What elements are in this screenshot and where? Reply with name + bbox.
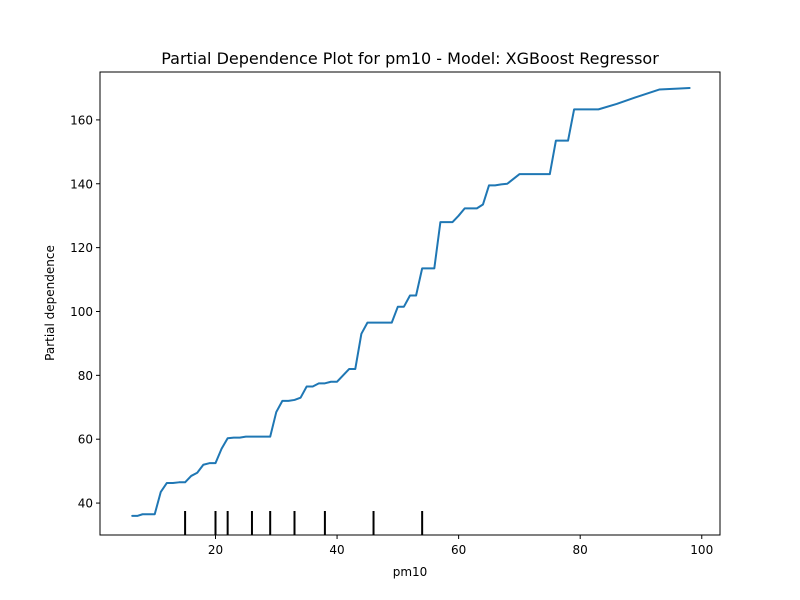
- y-tick-label-0: 40: [78, 497, 93, 511]
- y-tick-label-6: 160: [70, 113, 93, 127]
- x-tick-label-1: 40: [329, 543, 344, 557]
- chart-title: Partial Dependence Plot for pm10 - Model…: [161, 49, 659, 68]
- y-tick-label-2: 80: [78, 369, 93, 383]
- plot-area: 20 40 60 80 100 40 60 80 100 120 140 160: [70, 71, 721, 557]
- y-tick-label-1: 60: [78, 433, 93, 447]
- y-tick-label-3: 100: [70, 305, 93, 319]
- x-tick-label-2: 60: [451, 543, 466, 557]
- y-tick-label-5: 140: [70, 177, 93, 191]
- x-tick-label-3: 80: [573, 543, 588, 557]
- x-tick-label-4: 100: [690, 543, 713, 557]
- y-tick-label-4: 120: [70, 241, 93, 255]
- series-line-0: [131, 86, 691, 517]
- x-axis-label: pm10: [393, 565, 428, 579]
- axes-frame: [99, 71, 721, 536]
- x-tick-label-0: 20: [208, 543, 223, 557]
- y-axis-label: Partial dependence: [43, 245, 57, 361]
